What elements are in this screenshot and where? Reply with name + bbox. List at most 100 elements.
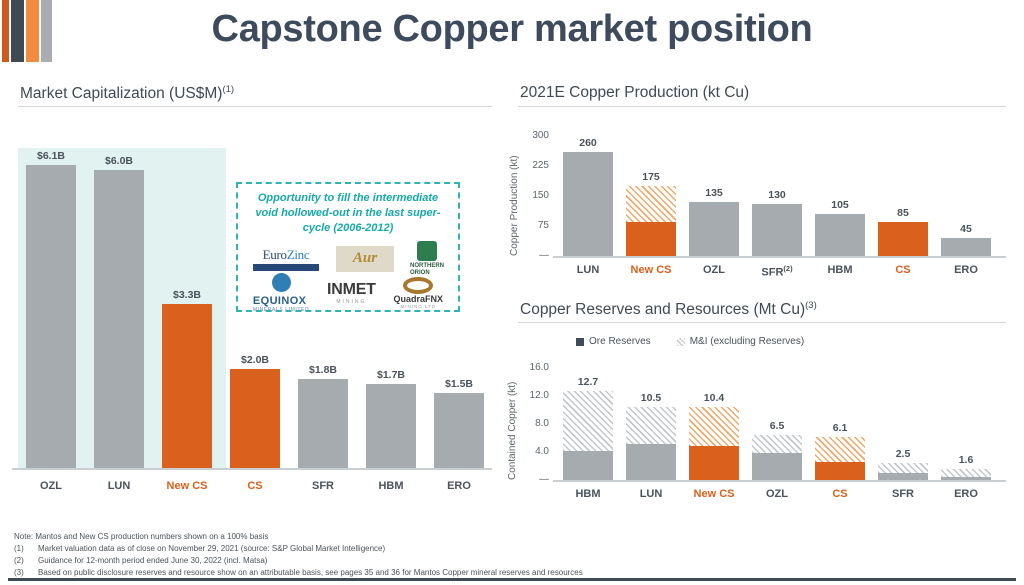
production-category-lun: LUN bbox=[576, 264, 600, 276]
production-category-sfr: SFR(2) bbox=[761, 264, 793, 279]
reserves-heading: Copper Reserves and Resources (Mt Cu)(3) bbox=[520, 300, 817, 319]
production-bar-new-cs bbox=[626, 186, 676, 256]
reserves-value-label: 12.7 bbox=[577, 376, 599, 389]
production-rule bbox=[518, 106, 1006, 107]
production-category-cs: CS bbox=[895, 264, 911, 276]
legend-item-mi: M&I (excluding Reserves) bbox=[676, 336, 804, 347]
reserves-value-label: 1.6 bbox=[958, 453, 974, 466]
footnote-number: (1) bbox=[14, 544, 24, 554]
reserves-category-ozl: OZL bbox=[766, 488, 788, 500]
reserves-baseline bbox=[553, 480, 1006, 482]
market-cap-bar-ozl bbox=[26, 164, 76, 468]
logo-quadrafnx: QuadraFNX MINING LTD bbox=[394, 276, 443, 309]
production-ytick: 225 bbox=[532, 160, 549, 171]
reserves-category-cs: CS bbox=[832, 488, 848, 500]
market-cap-category-ero: ERO bbox=[447, 480, 471, 492]
reserves-category-ero: ERO bbox=[954, 488, 978, 500]
reserves-value-label: 6.5 bbox=[769, 419, 785, 432]
market-cap-value-label: $1.7B bbox=[376, 368, 406, 381]
market-cap-bar-cs bbox=[230, 368, 280, 468]
market-cap-bar-lun bbox=[94, 169, 144, 468]
reserves-bar-hbm bbox=[563, 391, 613, 480]
logo-row-2: EQUINOX MINERALS LIMITED INMET MINING Qu… bbox=[238, 272, 458, 313]
production-bar-segment-hatched bbox=[626, 186, 676, 222]
legend-item-ore-reserves: Ore Reserves bbox=[576, 336, 651, 347]
reserves-bar-segment-ore-reserves bbox=[626, 443, 676, 480]
market-cap-value-label: $2.0B bbox=[240, 353, 270, 366]
production-value-label: 135 bbox=[705, 187, 723, 199]
production-bar-segment-base bbox=[626, 222, 676, 256]
opportunity-callout: Opportunity to fill the intermediate voi… bbox=[236, 182, 460, 313]
footer-rule bbox=[8, 578, 1016, 581]
legend-swatch-ore-reserves bbox=[576, 337, 584, 346]
accent-bar-gray bbox=[41, 0, 52, 62]
reserves-bar-segment-ore-reserves bbox=[689, 445, 739, 480]
production-bar-ero bbox=[941, 238, 991, 256]
production-value-label: 105 bbox=[831, 199, 849, 211]
market-cap-category-new-cs: New CS bbox=[166, 480, 208, 492]
reserves-axis-title: Contained Copper (kt) bbox=[507, 381, 518, 480]
footnote-number: (3) bbox=[14, 568, 24, 578]
production-category-ero: ERO bbox=[954, 264, 978, 276]
footnote-text: Based on public disclosure reserves and … bbox=[38, 568, 583, 578]
market-cap-bar-hbm bbox=[366, 383, 416, 468]
reserves-bar-ero bbox=[941, 468, 991, 480]
reserves-bar-segment-ore-reserves bbox=[752, 452, 802, 480]
copper-production-chart: 300 225 150 75 — Copper Production (kt) 260 LUN… bbox=[505, 118, 1006, 279]
production-bar-lun bbox=[563, 152, 613, 256]
production-value-label: 260 bbox=[579, 137, 597, 149]
market-cap-value-label: $1.8B bbox=[308, 363, 338, 376]
market-cap-value-label: $6.1B bbox=[36, 149, 66, 162]
reserves-category-lun: LUN bbox=[639, 488, 663, 500]
footnotes: Note: Mantos and New CS production numbe… bbox=[14, 531, 1004, 580]
market-cap-value-label: $1.5B bbox=[444, 378, 474, 391]
reserves-bar-sfr bbox=[878, 462, 928, 480]
market-cap-bar-ero bbox=[434, 393, 484, 468]
callout-text: Opportunity to fill the intermediate voi… bbox=[255, 192, 441, 234]
footnote-item: (1) Market valuation data as of close on … bbox=[14, 543, 1004, 555]
footnote-item: Note: Mantos and New CS production numbe… bbox=[14, 532, 269, 541]
market-cap-category-sfr: SFR bbox=[312, 480, 334, 492]
footnote-text: Guidance for 12-month period ended June … bbox=[38, 556, 268, 566]
reserves-category-new-cs: New CS bbox=[693, 488, 735, 500]
production-value-label: 85 bbox=[897, 207, 909, 219]
market-cap-value-label: $6.0B bbox=[104, 154, 134, 167]
reserves-ytick: 8.0 bbox=[535, 418, 549, 429]
production-value-label: 175 bbox=[642, 171, 660, 183]
accent-bar-dark bbox=[11, 0, 24, 62]
market-cap-category-hbm: HBM bbox=[378, 480, 404, 492]
quadra-mark-icon bbox=[403, 276, 434, 294]
reserves-value-label: 10.4 bbox=[703, 392, 725, 405]
production-axis-title: Copper Production (kt) bbox=[509, 155, 520, 256]
production-ytick: — bbox=[539, 250, 549, 261]
market-cap-bar-new-cs bbox=[162, 304, 212, 468]
production-category-hbm: HBM bbox=[827, 264, 853, 276]
orion-mark-icon bbox=[417, 240, 437, 261]
market-cap-category-lun: LUN bbox=[107, 480, 131, 492]
logo-inmet: INMET MINING bbox=[326, 280, 376, 305]
production-category-ozl: OZL bbox=[703, 264, 725, 276]
legend-swatch-mi bbox=[676, 337, 685, 346]
accent-bar-orange bbox=[26, 0, 39, 62]
reserves-bar-segment-mi bbox=[752, 434, 802, 453]
production-value-label: 130 bbox=[768, 189, 786, 201]
reserves-rule bbox=[518, 322, 1006, 323]
equinox-mark-icon bbox=[271, 272, 291, 292]
copper-reserves-chart: 16.0 12.0 8.0 4.0 — Contained Copper (kt) 12.7… bbox=[505, 352, 1006, 500]
production-value-label: 45 bbox=[960, 223, 972, 235]
market-cap-category-ozl: OZL bbox=[40, 480, 62, 492]
production-bar-sfr bbox=[752, 204, 802, 256]
production-baseline bbox=[553, 256, 1006, 258]
market-cap-rule bbox=[18, 106, 492, 107]
market-cap-baseline bbox=[12, 468, 492, 470]
page-title: Capstone Copper market position bbox=[211, 8, 813, 50]
reserves-value-label: 10.5 bbox=[640, 391, 662, 404]
reserves-bar-segment-ore-reserves bbox=[878, 473, 928, 480]
production-ytick: 75 bbox=[537, 220, 549, 231]
reserves-ytick: 12.0 bbox=[529, 390, 549, 401]
reserves-bar-lun bbox=[626, 406, 676, 480]
reserves-value-label: 2.5 bbox=[895, 447, 911, 460]
reserves-ytick: — bbox=[539, 474, 549, 485]
market-cap-heading: Market Capitalization (US$M)(1) bbox=[20, 84, 235, 103]
